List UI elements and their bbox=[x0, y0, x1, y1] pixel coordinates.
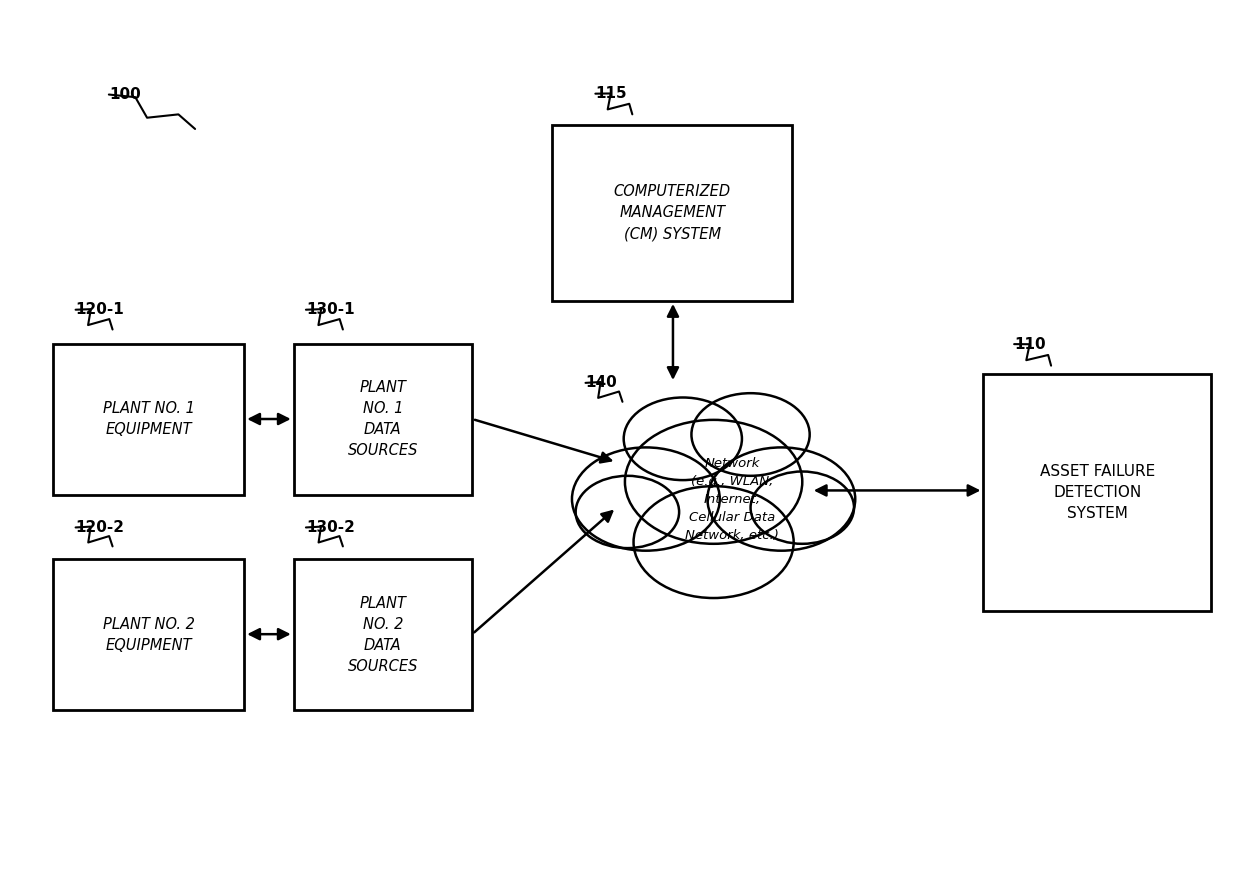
Text: 120-1: 120-1 bbox=[76, 302, 124, 317]
Text: COMPUTERIZED
MANAGEMENT
(CM) SYSTEM: COMPUTERIZED MANAGEMENT (CM) SYSTEM bbox=[614, 184, 730, 242]
Circle shape bbox=[625, 420, 802, 544]
Bar bbox=[294, 560, 472, 710]
Text: 130-2: 130-2 bbox=[306, 520, 355, 535]
Text: Network
(e.g., WLAN,
Internet,
Cellular Data
Network, etc.): Network (e.g., WLAN, Internet, Cellular … bbox=[686, 456, 779, 541]
Circle shape bbox=[708, 448, 856, 551]
Text: 120-2: 120-2 bbox=[76, 520, 124, 535]
Circle shape bbox=[624, 397, 742, 480]
Circle shape bbox=[750, 472, 854, 544]
Text: 110: 110 bbox=[1014, 336, 1045, 352]
Text: 140: 140 bbox=[585, 375, 618, 390]
Text: PLANT
NO. 1
DATA
SOURCES: PLANT NO. 1 DATA SOURCES bbox=[347, 381, 418, 459]
Text: PLANT NO. 1
EQUIPMENT: PLANT NO. 1 EQUIPMENT bbox=[103, 401, 195, 437]
Bar bbox=[294, 344, 472, 494]
Bar bbox=[53, 344, 244, 494]
Circle shape bbox=[572, 448, 719, 551]
Text: PLANT
NO. 2
DATA
SOURCES: PLANT NO. 2 DATA SOURCES bbox=[347, 595, 418, 673]
Circle shape bbox=[575, 476, 680, 548]
Circle shape bbox=[634, 486, 794, 598]
Bar bbox=[552, 124, 792, 301]
Bar bbox=[983, 375, 1211, 611]
Circle shape bbox=[692, 393, 810, 476]
Text: PLANT NO. 2
EQUIPMENT: PLANT NO. 2 EQUIPMENT bbox=[103, 617, 195, 653]
Text: 100: 100 bbox=[109, 87, 140, 102]
Text: 130-1: 130-1 bbox=[306, 302, 355, 317]
Text: 115: 115 bbox=[595, 86, 627, 101]
Bar bbox=[53, 560, 244, 710]
Text: ASSET FAILURE
DETECTION
SYSTEM: ASSET FAILURE DETECTION SYSTEM bbox=[1039, 464, 1154, 521]
